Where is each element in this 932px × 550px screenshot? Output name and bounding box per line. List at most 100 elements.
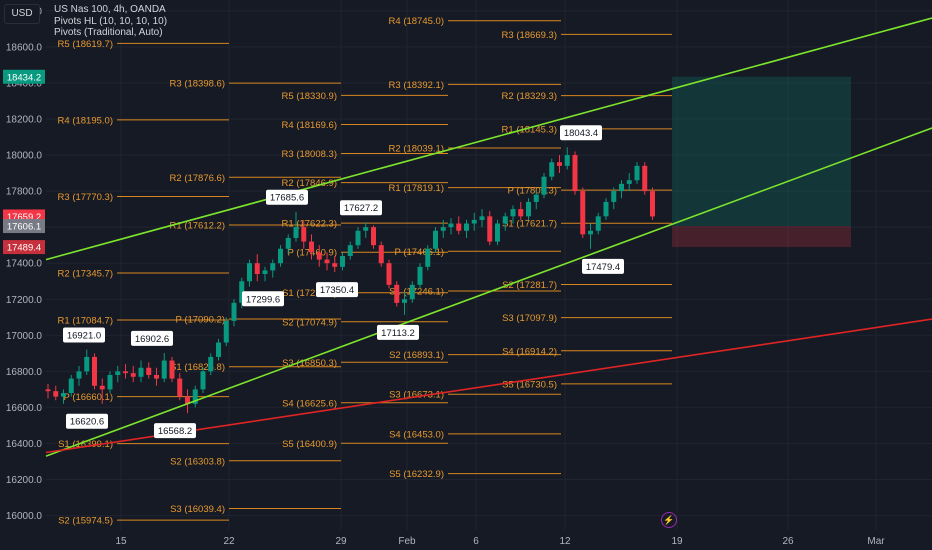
pivot-level-label: P (17090.2) bbox=[176, 315, 225, 326]
pivot-hl-text: 16921.0 bbox=[67, 331, 101, 342]
pivot-level-label: S1 (17621.7) bbox=[502, 219, 557, 230]
pivot-hl-label: 18043.4 bbox=[560, 125, 602, 141]
candle-body bbox=[200, 371, 206, 390]
candle-body bbox=[564, 155, 570, 166]
candle-body bbox=[557, 162, 562, 166]
pivot-hl-text: 17685.6 bbox=[270, 193, 304, 204]
pivot-level-label: S3 (16850.3) bbox=[282, 358, 337, 369]
candle-body bbox=[378, 245, 384, 264]
price-badge bbox=[3, 69, 45, 84]
candle-body bbox=[611, 191, 617, 202]
candle-body bbox=[309, 241, 314, 253]
price-badge-text: 17606.1 bbox=[7, 222, 41, 233]
y-tick-label: 16800.0 bbox=[6, 367, 43, 378]
candle-body bbox=[355, 230, 361, 246]
trend-line bbox=[45, 17, 932, 261]
x-tick-label: Mar bbox=[867, 536, 885, 547]
symbol-title[interactable]: US Nas 100, 4h, OANDA bbox=[54, 4, 166, 15]
pivot-level-label: S1 (17236.3) bbox=[282, 288, 337, 299]
pivot-level-label: S3 (16673.1) bbox=[389, 390, 444, 401]
pivot-hl-text: 17113.2 bbox=[381, 328, 415, 339]
candle-body bbox=[619, 183, 624, 192]
pivot-level-label: S3 (17097.9) bbox=[502, 313, 557, 324]
pivot-hl-box bbox=[242, 291, 284, 307]
candle-body bbox=[425, 248, 431, 267]
candle-body bbox=[456, 223, 462, 231]
candle-body bbox=[254, 263, 260, 275]
candle-body bbox=[448, 223, 454, 228]
candle-body bbox=[471, 219, 477, 224]
pivot-level-label: S5 (16232.9) bbox=[389, 469, 444, 480]
pivot-level-label: R3 (18008.3) bbox=[282, 149, 337, 160]
candle-body bbox=[626, 180, 632, 184]
candle-body bbox=[192, 389, 198, 404]
chart-legend: US Nas 100, 4h, OANDA Pivots HL (10, 10,… bbox=[54, 4, 167, 39]
candle-body bbox=[502, 216, 508, 224]
pivot-level-label: S1 (16399.1) bbox=[58, 439, 113, 450]
candle-body bbox=[247, 263, 252, 282]
candle-body bbox=[402, 299, 407, 303]
price-badge-text: 18434.2 bbox=[7, 72, 41, 83]
y-tick-label: 18000.0 bbox=[6, 151, 43, 162]
candle-body bbox=[417, 266, 423, 285]
pivot-level-label: S2 (17074.9) bbox=[282, 317, 337, 328]
candle-body bbox=[154, 374, 159, 379]
pivot-level-label: R3 (18392.1) bbox=[389, 80, 444, 91]
trend-line bbox=[45, 127, 932, 457]
pivot-hl-text: 17350.4 bbox=[320, 285, 354, 296]
pivot-level-label: S4 (16625.6) bbox=[282, 398, 337, 409]
y-tick-label: 18200.0 bbox=[6, 114, 43, 125]
lightning-icon[interactable]: ⚡ bbox=[661, 512, 677, 528]
pivot-hl-label: 17113.2 bbox=[377, 324, 419, 340]
candle-body bbox=[301, 227, 307, 242]
candle-body bbox=[541, 176, 547, 195]
price-badge bbox=[3, 219, 45, 234]
candle-body bbox=[642, 165, 648, 192]
pivot-level-label: R3 (18398.6) bbox=[170, 79, 225, 90]
pivot-level-label: R3 (18669.3) bbox=[502, 30, 557, 41]
pivot-level-label: R1 (17084.7) bbox=[58, 316, 113, 327]
candle-body bbox=[293, 227, 299, 238]
candle-body bbox=[464, 223, 469, 231]
candle-body bbox=[270, 263, 276, 271]
pivot-hl-label: 16921.0 bbox=[63, 327, 105, 343]
currency-button[interactable]: USD bbox=[4, 4, 40, 24]
candle-body bbox=[239, 281, 245, 303]
y-tick-label: 17800.0 bbox=[6, 187, 43, 198]
candle-body bbox=[161, 360, 167, 379]
candle-body bbox=[185, 396, 190, 404]
candle-body bbox=[440, 227, 446, 231]
price-badge-text: 17659.2 bbox=[7, 212, 41, 223]
indicator-pivots-hl[interactable]: Pivots HL (10, 10, 10, 10) bbox=[54, 15, 168, 27]
candle-body bbox=[138, 367, 144, 377]
candle-body bbox=[262, 270, 268, 275]
candle-body bbox=[371, 227, 376, 246]
candle-body bbox=[208, 356, 214, 372]
pivot-hl-text: 16902.6 bbox=[135, 334, 169, 345]
y-tick-label: 16200.0 bbox=[6, 475, 43, 486]
candle-body bbox=[487, 216, 493, 242]
candle-body bbox=[223, 320, 229, 343]
pivot-hl-label: 16568.2 bbox=[154, 423, 196, 439]
pivot-hl-box bbox=[131, 330, 173, 346]
candle-body bbox=[650, 191, 655, 217]
candle-body bbox=[549, 162, 555, 177]
candle-body bbox=[347, 245, 353, 256]
candle-body bbox=[130, 373, 136, 377]
x-tick-label: 6 bbox=[473, 536, 479, 547]
candle-body bbox=[285, 237, 291, 249]
pivot-level-label: S4 (16914.2) bbox=[502, 346, 557, 357]
y-tick-label: 17200.0 bbox=[6, 295, 43, 306]
pivot-level-label: S2 (17281.7) bbox=[502, 280, 557, 291]
candle-body bbox=[603, 201, 609, 217]
pivot-hl-label: 17299.6 bbox=[242, 291, 284, 307]
y-tick-label: 18400.0 bbox=[6, 78, 43, 89]
indicator-pivots-traditional[interactable]: Pivots (Traditional, Auto) bbox=[54, 27, 163, 38]
pivot-level-label: S5 (16400.9) bbox=[282, 439, 337, 450]
pivot-level-label: S2 (16303.8) bbox=[170, 456, 225, 467]
pivot-level-label: S1 (17246.1) bbox=[389, 286, 444, 297]
pivot-level-label: S2 (15974.5) bbox=[58, 516, 113, 527]
candle-body bbox=[409, 284, 415, 300]
